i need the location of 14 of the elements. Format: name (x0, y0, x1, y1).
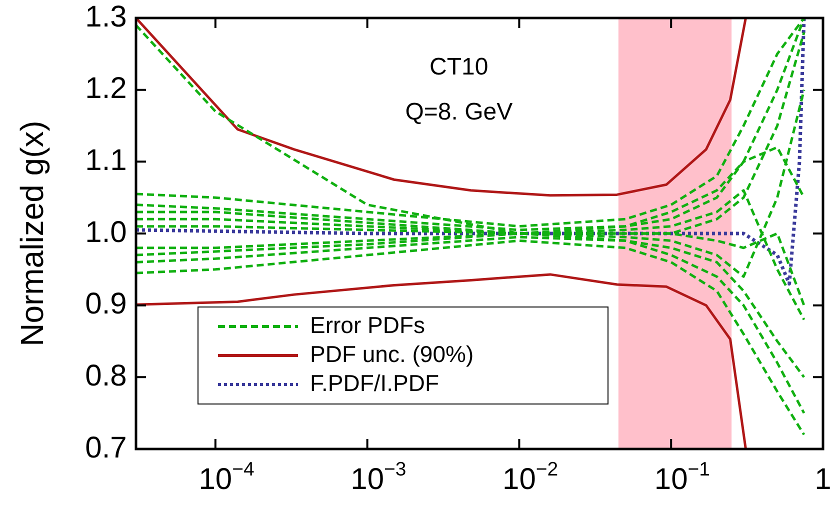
annotation: CT10 (430, 54, 488, 81)
legend-label: F.PDF/I.PDF (310, 370, 440, 396)
y-tick-label: 0.9 (85, 288, 127, 321)
y-axis-title: Normalized g(x) (14, 120, 50, 346)
y-tick-label: 0.7 (85, 431, 127, 464)
y-tick-label: 1.0 (85, 216, 127, 249)
y-tick-label: 1.1 (85, 144, 127, 177)
y-tick-label: 1.2 (85, 72, 127, 106)
y-tick-label: 0.8 (85, 359, 127, 392)
legend-label: PDF unc. (90%) (310, 340, 474, 367)
annotation: Q=8. GeV (405, 98, 513, 126)
legend-label: Error PDFs (310, 312, 425, 338)
x-tick-label: 1 (814, 463, 832, 496)
y-tick-label: 1.3 (85, 0, 127, 34)
